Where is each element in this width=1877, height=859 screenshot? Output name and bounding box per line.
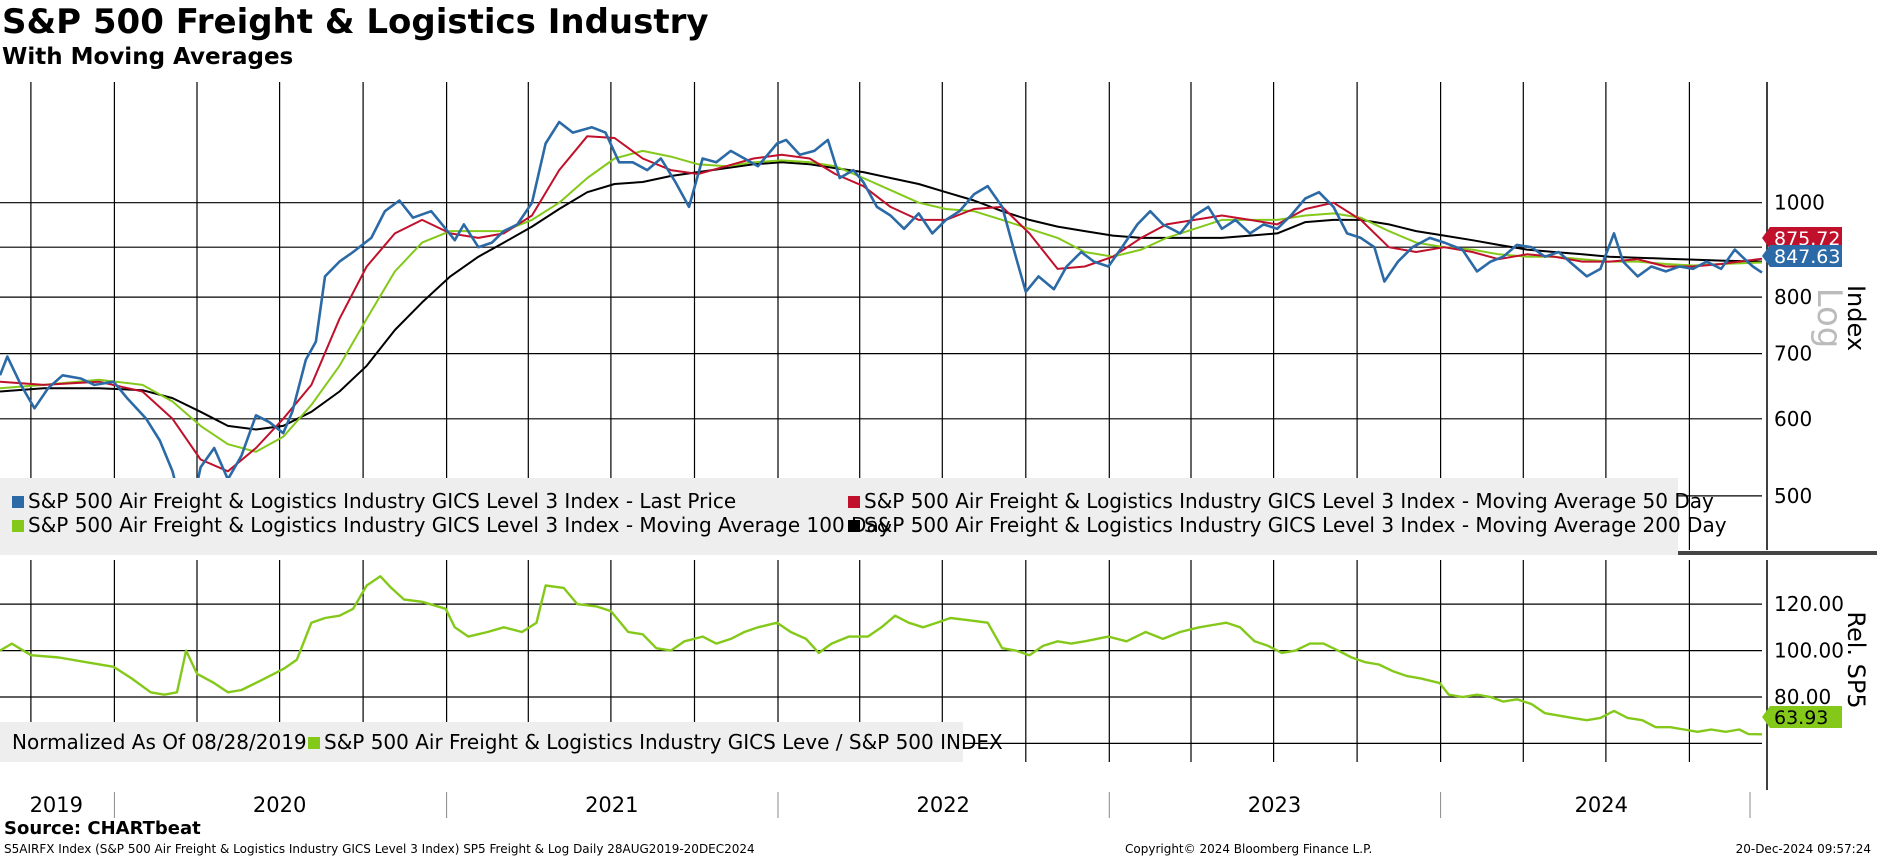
legend-label-ma200: S&P 500 Air Freight & Logistics Industry…: [864, 513, 1727, 537]
series-line-ma50: [0, 135, 1763, 473]
legend-item-relative: S&P 500 Air Freight & Logistics Industry…: [308, 731, 1003, 753]
upper-y-tick-label: 700: [1774, 342, 1812, 366]
series-line-ma100: [0, 149, 1763, 453]
source-note: Source: CHARTbeat: [4, 818, 201, 839]
x-tick-label: 2024: [1575, 793, 1628, 817]
legend-swatch-ma100: [12, 520, 24, 532]
legend-item-last-price: S&P 500 Air Freight & Logistics Industry…: [12, 490, 736, 512]
lower-y-tick-label: 80.00: [1774, 685, 1831, 709]
log-scale-label: Log: [1809, 288, 1849, 349]
legend-label-relative: S&P 500 Air Freight & Logistics Industry…: [324, 730, 1003, 754]
upper-y-axis-label: Index: [1842, 285, 1870, 351]
footer-center: Copyright© 2024 Bloomberg Finance L.P.: [1125, 842, 1373, 856]
last-value-tag-bg: [1762, 227, 1842, 249]
x-tick-label: 2020: [253, 793, 306, 817]
legend-swatch-relative: [308, 737, 320, 749]
legend-swatch-ma200: [848, 520, 860, 532]
series-line-relative: [0, 575, 1763, 736]
last-value-tag-bg: [1762, 706, 1842, 728]
legend-swatch-ma50: [848, 496, 860, 508]
series-line-last-price: [0, 120, 1763, 524]
x-tick-label: 2023: [1248, 793, 1301, 817]
legend-item-normalized: Normalized As Of 08/28/2019: [12, 731, 307, 753]
legend-label-normalized: Normalized As Of 08/28/2019: [12, 730, 307, 754]
upper-y-tick-label: 600: [1774, 407, 1812, 431]
top-legend: S&P 500 Air Freight & Logistics Industry…: [0, 478, 1727, 555]
lower-y-tick-label: 120.00: [1774, 592, 1844, 616]
legend-label-ma100: S&P 500 Air Freight & Logistics Industry…: [28, 513, 891, 537]
x-tick-label: 2022: [916, 793, 969, 817]
last-value-tag-last-price: 847.63: [1762, 245, 1842, 268]
bottom-legend: Normalized As Of 08/28/2019 S&P 500 Air …: [0, 722, 1003, 762]
footer-left: S5AIRFX Index (S&P 500 Air Freight & Log…: [4, 842, 755, 856]
last-value-tag-label: 63.93: [1774, 707, 1828, 729]
chart-title: S&P 500 Freight & Logistics Industry: [2, 2, 709, 42]
upper-y-tick-label: 500: [1774, 484, 1812, 508]
last-value-tag-label: 875.72: [1774, 228, 1840, 250]
last-value-tag-relative: 63.93: [1762, 706, 1842, 729]
footer-right: 20-Dec-2024 09:57:24: [1735, 842, 1871, 856]
upper-y-tick-label: 1000: [1774, 191, 1825, 215]
chart-subtitle: With Moving Averages: [2, 44, 294, 70]
legend-label-ma50: S&P 500 Air Freight & Logistics Industry…: [864, 489, 1714, 513]
upper-y-tick-label: 800: [1774, 285, 1812, 309]
x-axis: 2019 2020 2021 2022 2023 2024: [30, 792, 1751, 818]
last-value-tag-label: 847.63: [1774, 246, 1840, 268]
last-value-tag-ma50: 875.72: [1762, 227, 1842, 250]
legend-item-ma200: S&P 500 Air Freight & Logistics Industry…: [848, 514, 1727, 536]
legend-item-ma50: S&P 500 Air Freight & Logistics Industry…: [848, 490, 1714, 512]
legend-item-ma100: S&P 500 Air Freight & Logistics Industry…: [12, 514, 891, 536]
lower-y-axis-label: Rel. SP5: [1842, 611, 1870, 708]
lower-y-tick-label: 100.00: [1774, 639, 1844, 663]
last-value-tag-bg: [1762, 245, 1842, 267]
series-line-ma200: [0, 161, 1763, 431]
x-tick-label: 2021: [585, 793, 638, 817]
x-tick-label: 2019: [30, 793, 83, 817]
legend-swatch-last-price: [12, 496, 24, 508]
legend-label-last-price: S&P 500 Air Freight & Logistics Industry…: [28, 489, 737, 513]
